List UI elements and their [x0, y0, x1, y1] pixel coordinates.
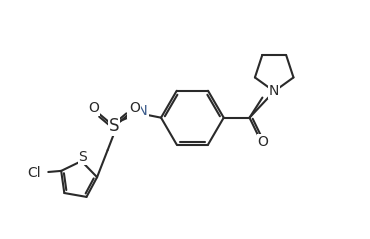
Text: N: N — [269, 84, 279, 98]
Text: O: O — [129, 101, 140, 115]
Text: O: O — [258, 135, 268, 149]
Text: O: O — [88, 101, 100, 115]
Text: S: S — [109, 117, 120, 136]
Text: Cl: Cl — [27, 166, 41, 180]
Text: S: S — [78, 150, 87, 164]
Text: HN: HN — [128, 104, 149, 118]
